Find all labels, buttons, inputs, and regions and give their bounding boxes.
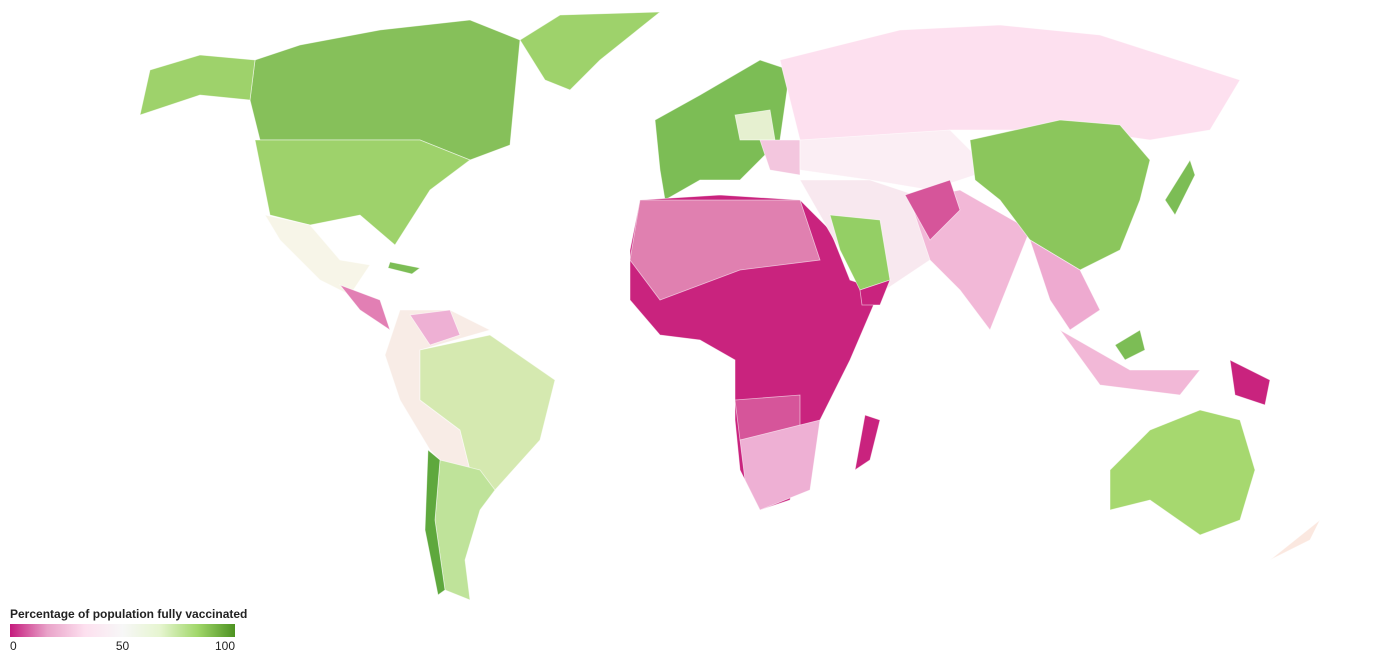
region xyxy=(254,139,471,246)
region xyxy=(424,449,446,596)
legend-bar xyxy=(10,624,235,637)
region xyxy=(1269,519,1321,561)
legend-tick-label: 100 xyxy=(215,639,235,653)
legend-tick-label: 0 xyxy=(10,639,17,653)
region xyxy=(759,139,801,176)
region xyxy=(1164,159,1196,216)
region xyxy=(1059,329,1201,396)
region xyxy=(969,119,1151,271)
region xyxy=(734,109,776,141)
region xyxy=(654,59,791,201)
region xyxy=(338,284,391,331)
region xyxy=(854,414,881,471)
region xyxy=(1229,359,1271,406)
region xyxy=(139,54,256,116)
region xyxy=(904,179,961,241)
region xyxy=(629,199,821,301)
legend-title: Percentage of population fully vaccinate… xyxy=(10,607,247,621)
world-map xyxy=(139,11,1321,601)
region xyxy=(387,261,421,275)
region xyxy=(859,279,891,306)
region xyxy=(434,459,496,601)
region xyxy=(1109,409,1256,536)
legend-tick-label: 50 xyxy=(116,639,130,653)
region xyxy=(249,19,521,161)
region xyxy=(1114,329,1146,361)
region xyxy=(409,309,461,346)
region xyxy=(264,214,371,296)
region xyxy=(1029,239,1101,331)
region xyxy=(739,419,821,511)
region xyxy=(519,11,662,91)
